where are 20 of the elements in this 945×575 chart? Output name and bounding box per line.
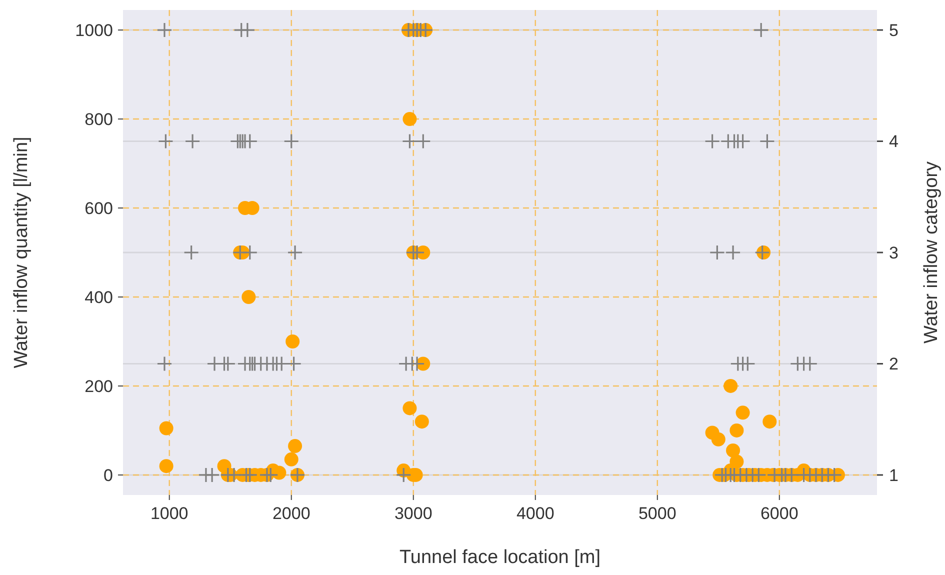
y2-tick-label: 3 bbox=[889, 243, 898, 262]
y-tick-label: 200 bbox=[84, 376, 113, 396]
y2-tick-label: 1 bbox=[889, 466, 898, 485]
x-tick-label: 3000 bbox=[394, 504, 432, 523]
y-tick-label: 400 bbox=[84, 288, 113, 307]
y-tick-label: 800 bbox=[84, 110, 113, 129]
x-tick-label: 1000 bbox=[150, 504, 188, 523]
y2-tick-label: 5 bbox=[889, 20, 898, 40]
x-tick-label: 2000 bbox=[272, 504, 310, 523]
y2-tick-label: 2 bbox=[889, 354, 898, 374]
x-tick-label: 4000 bbox=[516, 504, 554, 523]
y2-axis-title: Water inflow category bbox=[921, 161, 942, 344]
y-tick-label: 0 bbox=[104, 466, 113, 485]
x-axis-title: Tunnel face location [m] bbox=[399, 547, 601, 568]
y-axis-title: Water inflow quantity [l/min] bbox=[11, 136, 32, 368]
y-tick-label: 1000 bbox=[75, 20, 113, 40]
y2-tick-label: 4 bbox=[889, 132, 898, 152]
y-tick-label: 600 bbox=[84, 198, 113, 218]
x-tick-label: 5000 bbox=[638, 504, 676, 523]
x-tick-label: 6000 bbox=[760, 504, 798, 523]
